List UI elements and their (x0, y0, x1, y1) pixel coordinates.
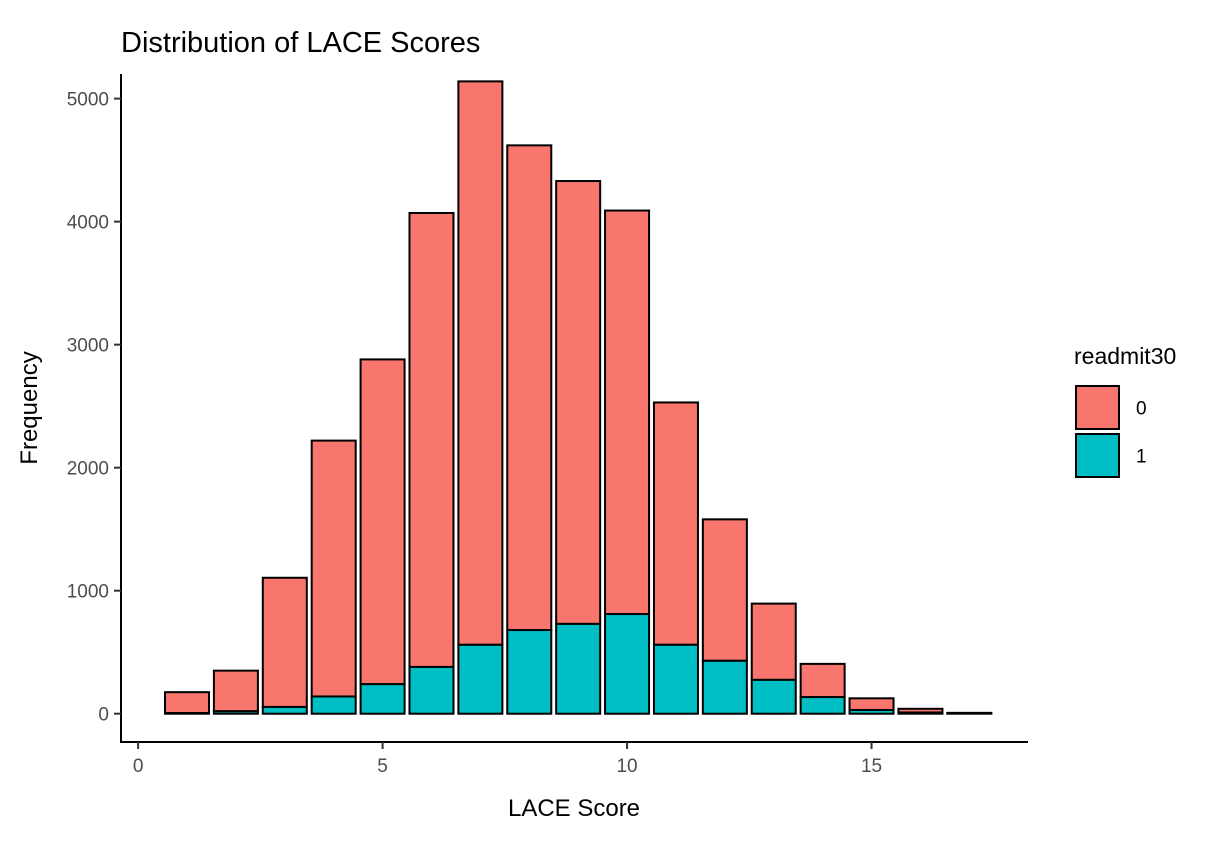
bar-readmit30-0-score-1 (164, 691, 211, 715)
bar-readmit30-0-score-5 (359, 358, 406, 686)
legend-title: readmit30 (1074, 343, 1176, 369)
bar-readmit30-1-score-16 (897, 711, 944, 715)
y-axis-title: Frequency (16, 351, 43, 464)
bar-readmit30-0-score-7 (457, 80, 504, 646)
x-tick-label: 10 (616, 756, 637, 777)
plot-area (164, 80, 993, 715)
bar-readmit30-1-score-9 (555, 622, 602, 715)
legend-items: 01 (1075, 385, 1147, 478)
y-tick-label: 3000 (67, 336, 109, 357)
bar-readmit30-1-score-3 (261, 705, 308, 715)
bar-readmit30-1-score-10 (604, 613, 651, 715)
chart-title: Distribution of LACE Scores (121, 27, 480, 59)
bar-readmit30-1-score-6 (408, 665, 455, 715)
bar-readmit30-1-score-1 (164, 712, 211, 715)
bar-readmit30-0-score-10 (604, 209, 651, 616)
bar-readmit30-0-score-9 (555, 180, 602, 625)
y-axis-ticks: 0 1000 2000 3000 4000 5000 (67, 90, 121, 726)
bar-readmit30-1-score-4 (310, 695, 357, 715)
bar-readmit30-0-score-3 (261, 576, 308, 708)
y-tick-label: 0 (98, 705, 109, 726)
legend-key-0 (1075, 385, 1120, 430)
bar-readmit30-0-score-8 (506, 144, 553, 632)
bar-readmit30-1-score-2 (212, 710, 259, 715)
bar-readmit30-0-score-6 (408, 212, 455, 668)
legend-key-1 (1075, 433, 1120, 478)
bar-readmit30-0-score-12 (701, 518, 748, 662)
x-axis-ticks: 0 5 10 15 (133, 742, 882, 777)
bar-readmit30-1-score-8 (506, 629, 553, 715)
bar-readmit30-0-score-14 (799, 662, 846, 699)
bar-readmit30-1-score-7 (457, 643, 504, 715)
bar-readmit30-0-score-11 (652, 401, 699, 646)
y-tick-label: 1000 (67, 582, 109, 603)
legend-label-1: 1 (1136, 447, 1147, 468)
y-tick-label: 5000 (67, 90, 109, 111)
bar-readmit30-0-score-2 (212, 669, 259, 713)
bar-readmit30-1-score-15 (848, 709, 895, 715)
bar-readmit30-1-score-13 (750, 678, 797, 715)
bar-readmit30-0-score-13 (750, 602, 797, 681)
y-tick-label: 2000 (67, 459, 109, 480)
bar-readmit30-1-score-5 (359, 683, 406, 715)
bar-readmit30-0-score-15 (848, 697, 895, 712)
bar-readmit30-1-score-14 (799, 696, 846, 715)
x-tick-label: 0 (133, 756, 144, 777)
x-tick-label: 15 (861, 756, 882, 777)
bar-readmit30-1-score-12 (701, 659, 748, 715)
x-axis-title: LACE Score (508, 795, 640, 822)
legend-label-0: 0 (1136, 399, 1147, 420)
y-tick-label: 4000 (67, 213, 109, 234)
bar-readmit30-0-score-4 (310, 439, 357, 698)
x-tick-label: 5 (377, 756, 388, 777)
bar-readmit30-1-score-11 (652, 643, 699, 715)
legend: readmit30 01 (1074, 343, 1176, 478)
